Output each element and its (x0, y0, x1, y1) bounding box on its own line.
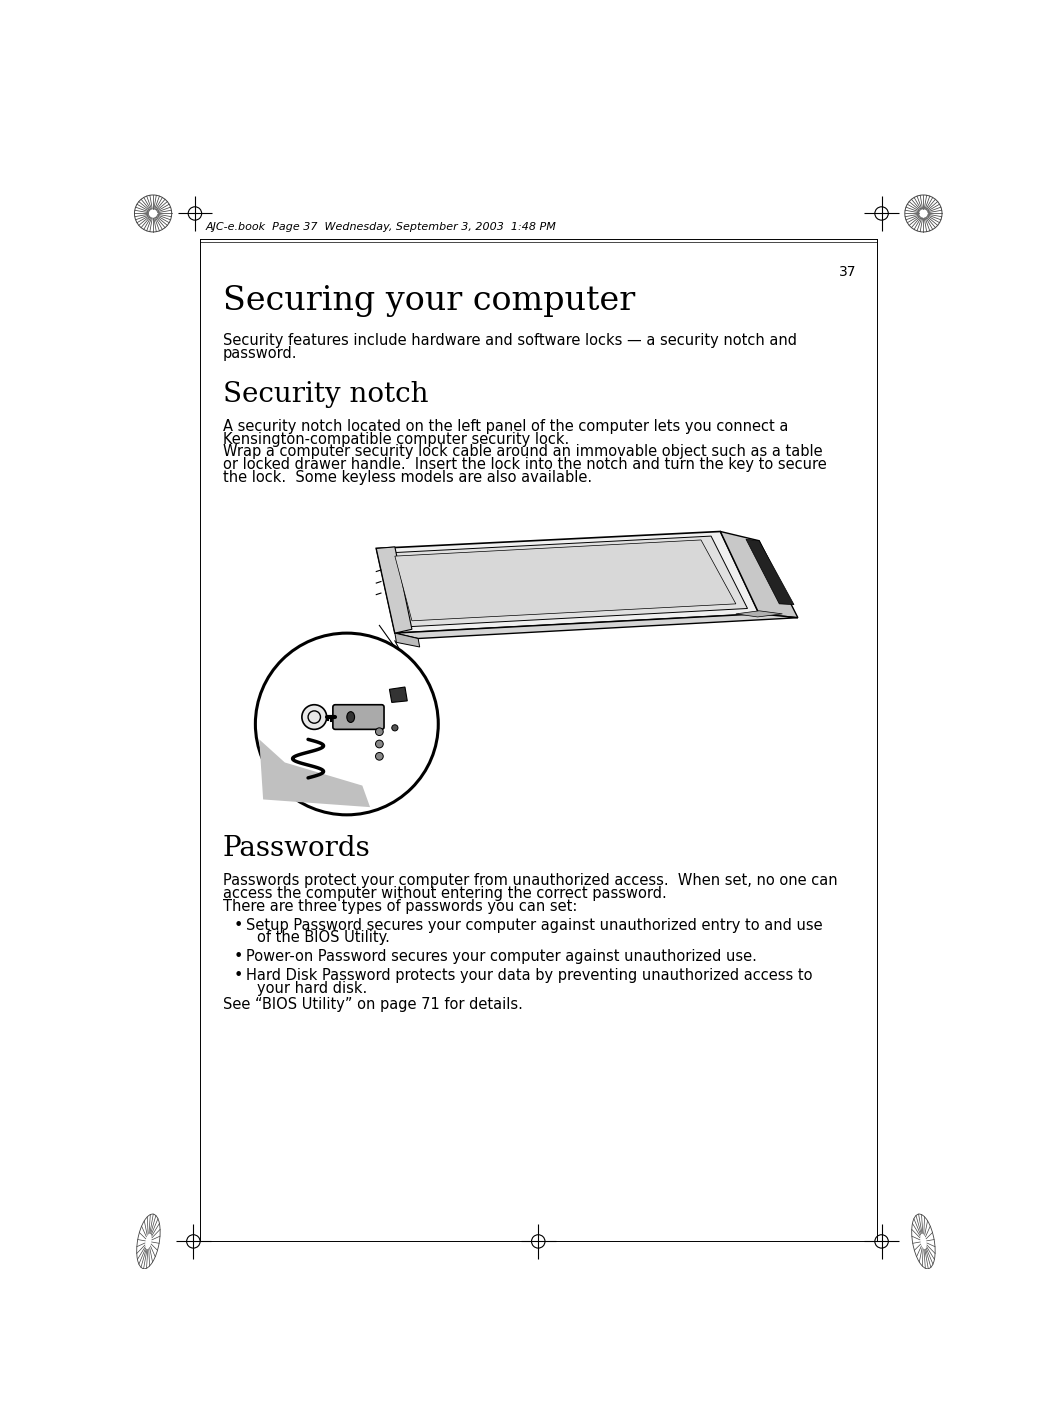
Text: A security notch located on the left panel of the computer lets you connect a: A security notch located on the left pan… (223, 419, 788, 434)
Text: See “BIOS Utility” on page 71 for details.: See “BIOS Utility” on page 71 for detail… (223, 997, 522, 1011)
Text: There are three types of passwords you can set:: There are three types of passwords you c… (223, 898, 577, 914)
Polygon shape (746, 539, 794, 605)
Text: access the computer without entering the correct password.: access the computer without entering the… (223, 886, 666, 901)
Text: Security features include hardware and software locks — a security notch and: Security features include hardware and s… (223, 332, 797, 348)
Circle shape (375, 753, 384, 760)
Text: 37: 37 (839, 265, 856, 279)
Text: •: • (233, 918, 243, 933)
Text: Security notch: Security notch (223, 381, 429, 408)
Polygon shape (390, 687, 408, 703)
Text: password.: password. (223, 345, 297, 361)
Text: or locked drawer handle.  Insert the lock into the notch and turn the key to sec: or locked drawer handle. Insert the lock… (223, 458, 826, 472)
Text: Setup Password secures your computer against unauthorized entry to and use: Setup Password secures your computer aga… (246, 918, 823, 933)
Polygon shape (376, 548, 412, 633)
Circle shape (375, 740, 384, 747)
Polygon shape (260, 739, 370, 807)
Polygon shape (720, 532, 798, 617)
Polygon shape (386, 536, 747, 627)
Text: the lock.  Some keyless models are also available.: the lock. Some keyless models are also a… (223, 471, 592, 485)
Circle shape (302, 704, 327, 729)
Text: Passwords: Passwords (223, 834, 371, 861)
Text: Passwords protect your computer from unauthorized access.  When set, no one can: Passwords protect your computer from una… (223, 873, 838, 888)
Text: •: • (233, 968, 243, 983)
Polygon shape (395, 633, 419, 647)
Text: your hard disk.: your hard disk. (256, 981, 367, 995)
Text: Wrap a computer security lock cable around an immovable object such as a table: Wrap a computer security lock cable arou… (223, 445, 823, 459)
FancyBboxPatch shape (333, 704, 384, 729)
Polygon shape (395, 540, 736, 620)
Polygon shape (736, 610, 782, 617)
Text: of the BIOS Utility.: of the BIOS Utility. (256, 930, 390, 945)
Circle shape (255, 633, 438, 814)
Text: Securing your computer: Securing your computer (223, 285, 635, 317)
Text: •: • (233, 950, 243, 964)
Circle shape (375, 727, 384, 736)
Ellipse shape (347, 712, 354, 723)
Text: AJC-e.book  Page 37  Wednesday, September 3, 2003  1:48 PM: AJC-e.book Page 37 Wednesday, September … (206, 222, 557, 232)
Text: Kensington-compatible computer security lock.: Kensington-compatible computer security … (223, 432, 569, 446)
Text: Power-on Password secures your computer against unauthorized use.: Power-on Password secures your computer … (246, 950, 757, 964)
Text: Hard Disk Password protects your data by preventing unauthorized access to: Hard Disk Password protects your data by… (246, 968, 812, 983)
Polygon shape (376, 532, 759, 633)
Circle shape (392, 724, 398, 732)
Polygon shape (395, 613, 798, 639)
